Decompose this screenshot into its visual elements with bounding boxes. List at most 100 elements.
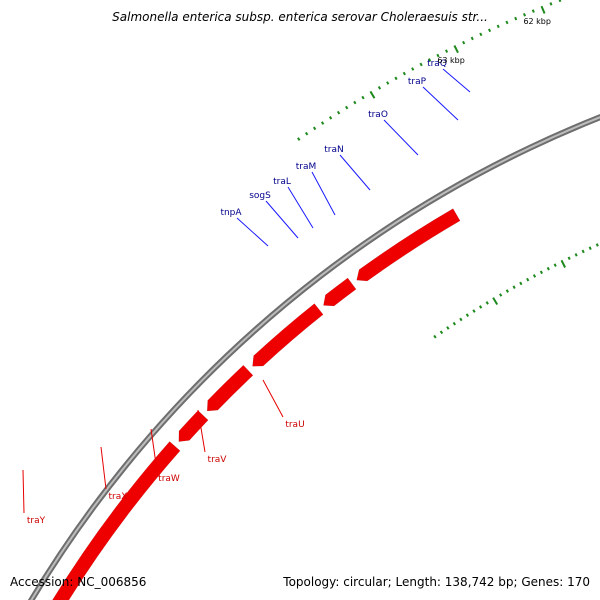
leader-line bbox=[339, 154, 371, 191]
inner-ring-tick bbox=[560, 259, 566, 268]
outer-ring-tick bbox=[444, 49, 449, 53]
outer-ring-tick bbox=[470, 36, 474, 41]
outer-ring-tick bbox=[419, 62, 423, 67]
gene-arrow-reverse bbox=[323, 277, 357, 307]
inner-ring-tick bbox=[546, 266, 550, 271]
outer-ring-tick bbox=[549, 2, 553, 6]
accession-text: Accession: NC_006856 bbox=[10, 575, 147, 589]
inner-ring-tick bbox=[505, 289, 509, 293]
gene-arrow-reverse bbox=[356, 208, 461, 282]
outer-ring-tick bbox=[312, 126, 317, 131]
gene-label-reverse: traW bbox=[158, 474, 180, 484]
outer-ring-tick bbox=[531, 9, 535, 13]
gene-label-forward: traL bbox=[273, 177, 291, 187]
outer-ring-tick bbox=[297, 137, 301, 141]
leader-line bbox=[311, 171, 336, 216]
leader-line bbox=[287, 186, 314, 229]
leader-line bbox=[197, 409, 206, 453]
outer-ring-tick bbox=[436, 53, 440, 58]
outer-ring-tick bbox=[361, 95, 365, 100]
gene-arrow-reverse bbox=[252, 303, 324, 367]
gene-label-forward: traO bbox=[368, 110, 388, 120]
outer-ring-tick bbox=[514, 16, 518, 21]
gene-label-forward: traQ bbox=[427, 59, 447, 69]
leader-line bbox=[265, 200, 299, 239]
gene-label-reverse: traY bbox=[27, 516, 46, 526]
outer-ring-tick bbox=[304, 131, 309, 136]
outer-ring-tick bbox=[328, 116, 333, 120]
backbone-highlight bbox=[30, 116, 600, 600]
outer-ring-tick bbox=[428, 58, 432, 62]
inner-ring-tick bbox=[499, 293, 503, 297]
outer-ring-tick bbox=[320, 121, 325, 125]
gene-label-forward: traN bbox=[324, 145, 343, 155]
outer-ring-tick bbox=[558, 0, 562, 3]
inner-ring-tick bbox=[433, 334, 437, 339]
gene-features bbox=[52, 208, 461, 600]
map-title: Salmonella enterica subsp. enterica sero… bbox=[112, 10, 488, 24]
label-leader-lines bbox=[22, 68, 471, 514]
outer-ring-tick bbox=[402, 71, 406, 76]
inner-ring-tick bbox=[459, 317, 463, 322]
outer-ring-tick bbox=[369, 90, 376, 99]
inner-ring-tick bbox=[492, 297, 499, 306]
outer-ring-tick bbox=[540, 5, 546, 14]
leader-line bbox=[236, 217, 269, 247]
gene-label-reverse: traX bbox=[109, 492, 128, 502]
outer-ring-tick bbox=[394, 76, 398, 81]
inner-ring-tick bbox=[478, 305, 483, 309]
inner-ring-tick bbox=[581, 249, 585, 254]
inner-ring-tick bbox=[553, 263, 557, 267]
kbp-label: 62 kbp bbox=[523, 17, 551, 26]
inner-ring-tick bbox=[485, 301, 489, 305]
inner-ring-tick bbox=[567, 256, 571, 261]
gene-label-forward: traM bbox=[296, 162, 317, 172]
outer-ring-tick bbox=[505, 20, 509, 25]
outer-ring-tick bbox=[453, 45, 459, 54]
outer-ring-tick bbox=[345, 105, 349, 110]
gene-arrow-reverse bbox=[206, 364, 254, 412]
genome-backbone bbox=[27, 114, 600, 600]
outer-ring-tick bbox=[522, 13, 527, 17]
gene-label-reverse: traV bbox=[208, 455, 228, 465]
inner-tick-ring bbox=[433, 243, 599, 339]
inner-ring-tick bbox=[526, 277, 530, 282]
outer-ring-tick bbox=[386, 81, 390, 85]
inner-ring-tick bbox=[532, 274, 537, 278]
gene-label-forward: traP bbox=[408, 77, 427, 87]
inner-ring-tick bbox=[539, 270, 543, 275]
inner-ring-tick bbox=[519, 281, 523, 286]
outer-ring-tick bbox=[487, 28, 492, 33]
leader-line bbox=[100, 446, 107, 490]
kbp-labels: 51 kbp52 kbp53 kbp54 kbp55 kbp56 kbp57 k… bbox=[437, 17, 551, 65]
kbp-label: 63 kbp bbox=[437, 56, 465, 65]
outer-ring-tick bbox=[353, 100, 357, 105]
inner-ring-tick bbox=[439, 330, 444, 335]
leader-line bbox=[262, 379, 284, 418]
gene-arrow-reverse bbox=[52, 441, 181, 600]
outer-ring-tick bbox=[336, 110, 341, 115]
gene-label-forward: sogS bbox=[249, 191, 271, 201]
leader-line bbox=[22, 469, 25, 514]
inner-ring-tick bbox=[465, 313, 470, 318]
outer-tick-ring bbox=[297, 0, 562, 141]
inner-ring-tick bbox=[452, 321, 457, 326]
outer-ring-tick bbox=[411, 67, 415, 71]
inner-ring-tick bbox=[588, 246, 592, 250]
leader-line bbox=[383, 119, 419, 156]
inner-ring-tick bbox=[595, 243, 599, 247]
gene-label-forward: tnpA bbox=[220, 208, 242, 218]
inner-ring-tick bbox=[472, 309, 476, 313]
leader-line bbox=[442, 68, 471, 93]
topology-summary: Topology: circular; Length: 138,742 bp; … bbox=[283, 575, 590, 589]
inner-ring-tick bbox=[512, 285, 516, 289]
outer-ring-tick bbox=[479, 32, 483, 37]
inner-ring-tick bbox=[574, 253, 578, 257]
outer-ring-tick bbox=[377, 86, 382, 90]
inner-ring-tick bbox=[446, 326, 450, 330]
leader-line bbox=[422, 86, 459, 121]
gene-arrow-reverse bbox=[178, 410, 209, 442]
gene-label-reverse: traU bbox=[285, 420, 304, 430]
